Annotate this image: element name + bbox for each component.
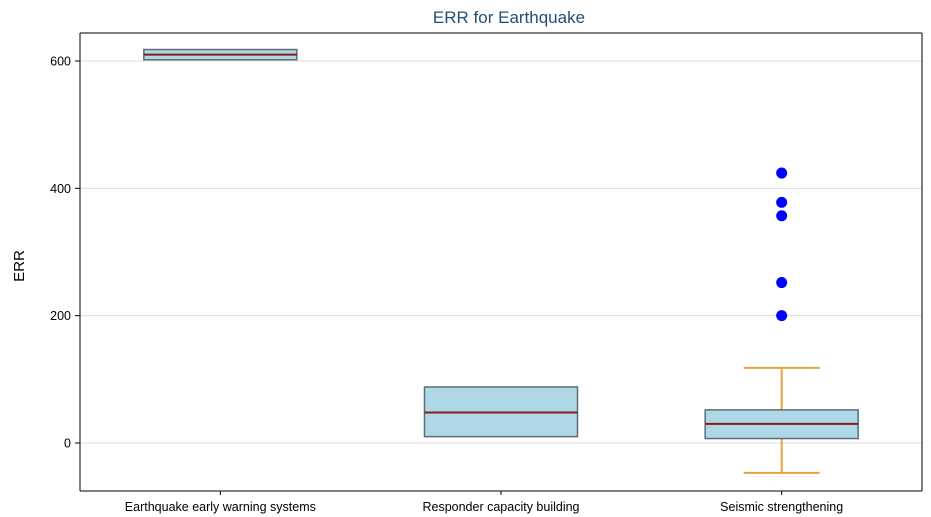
outlier-point-3	[776, 210, 788, 222]
box-1	[143, 48, 298, 61]
category-label-2: Responder capacity building	[422, 500, 579, 514]
outlier-point-2	[776, 196, 788, 208]
y-tick-labels: 0 200 400 600	[50, 55, 71, 451]
y-tick-label-600: 600	[50, 55, 71, 69]
grid-lines	[80, 60, 922, 444]
category-label-3: Seismic strengthening	[720, 500, 843, 514]
y-tick-label-200: 200	[50, 309, 71, 323]
boxes	[143, 48, 859, 474]
outlier-point-5	[776, 310, 788, 322]
category-labels: Earthquake early warning systems Responde…	[125, 500, 843, 514]
y-tick-label-0: 0	[64, 437, 71, 451]
chart-title: ERR for Earthquake	[433, 8, 585, 27]
box-2	[423, 386, 579, 438]
outlier-point-1	[776, 167, 788, 179]
outlier-point-4	[776, 277, 788, 289]
y-axis-label: ERR	[11, 250, 28, 282]
y-tick-label-400: 400	[50, 182, 71, 196]
category-label-1: Earthquake early warning systems	[125, 500, 316, 514]
axes	[75, 32, 923, 495]
box-3	[704, 167, 859, 474]
